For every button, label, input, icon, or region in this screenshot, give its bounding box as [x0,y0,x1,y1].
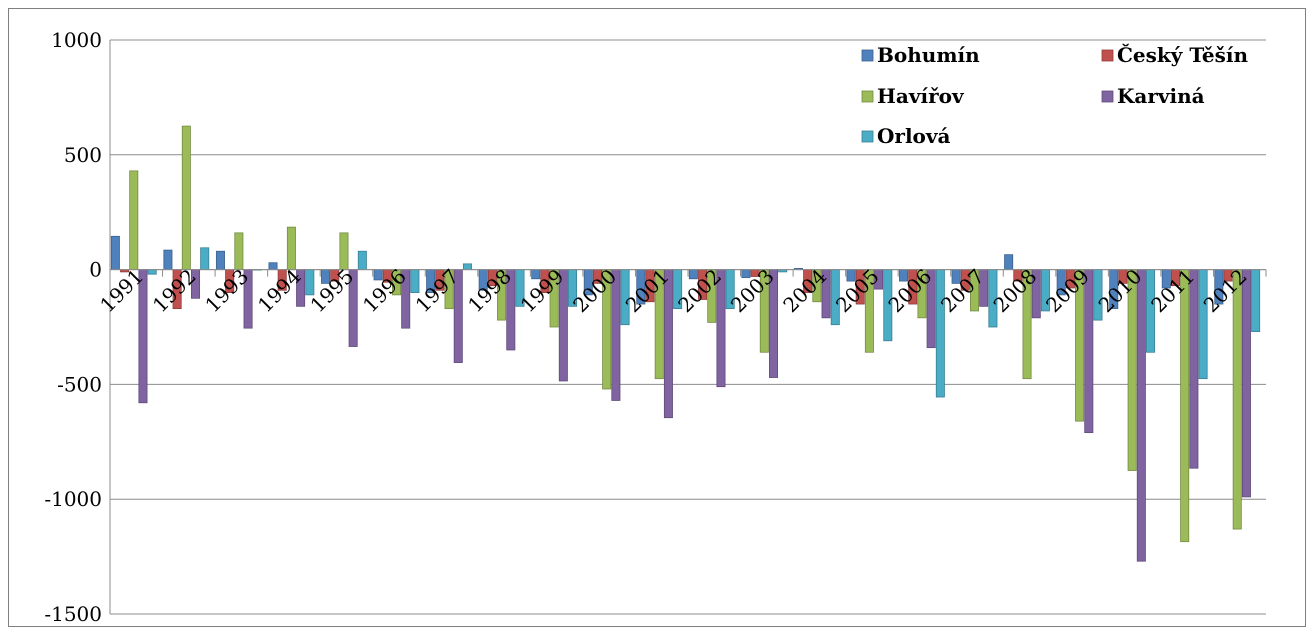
bar-orlová-2012 [1251,269,1261,332]
bar-bohumín-1992 [163,249,173,271]
legend-swatch-orlová [861,130,874,143]
bar-orlová-1995 [357,250,367,270]
bar-havířov-1994 [286,226,296,270]
legend-swatch-bohumín [861,49,874,62]
bar-orlová-1994 [305,269,315,296]
bar-bohumín-1991 [110,235,120,270]
y-tick-label: 0 [89,258,102,282]
bar-havířov-2011 [1180,269,1190,543]
legend-swatch-český-těšín [1101,49,1114,62]
bar-havířov-2012 [1232,269,1242,530]
bar-orlová-1991 [147,269,157,275]
bar-orlová-1997 [462,263,472,270]
y-tick-label: -500 [57,372,102,396]
bars [110,125,1261,562]
legend: Bohumín Český Těšín Havířov Karviná Orlová [861,42,1249,148]
bar-orlová-1996 [410,269,420,293]
bar-orlová-2006 [935,269,945,398]
bar-bohumín-2008 [1004,254,1014,270]
bar-karviná-2009 [1084,269,1094,434]
bar-havířov-1991 [129,170,139,270]
legend-label: Karviná [1117,84,1205,108]
bar-orlová-2011 [1198,269,1208,380]
bar-karviná-2012 [1241,269,1251,498]
bar-bohumín-1993 [215,250,225,270]
y-tick-label: 1000 [51,28,102,52]
y-tick-label: 500 [64,143,102,167]
bar-havířov-2010 [1127,269,1137,471]
y-tick-label: -1500 [44,602,102,626]
legend-swatch-havířov [861,90,874,103]
bar-karviná-2001 [663,269,673,419]
legend-label: Český Těšín [1117,42,1249,67]
legend-label: Orlová [877,124,951,148]
legend-label: Havířov [877,84,965,108]
bar-orlová-1992 [200,247,210,270]
bar-havířov-1992 [181,125,191,270]
legend-swatch-karviná [1101,90,1114,103]
bar-karviná-1991 [138,269,148,404]
bar-orlová-2010 [1146,269,1156,353]
legend-label: Bohumín [877,43,980,67]
y-tick-label: -1000 [44,487,102,511]
bar-karviná-2010 [1136,269,1146,562]
bar-bohumín-1994 [268,262,278,271]
bar-karviná-2011 [1189,269,1199,469]
